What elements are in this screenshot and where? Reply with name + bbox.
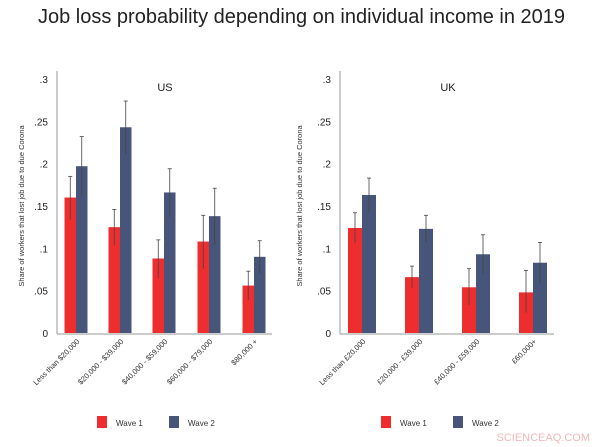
us-bar-wave2 <box>254 256 266 333</box>
uk-bar-wave2 <box>362 194 376 333</box>
us-y-tick-label: .3 <box>40 75 49 86</box>
us-bar-wave2 <box>76 166 88 333</box>
uk-y-tick-label: .15 <box>317 202 331 213</box>
uk-legend-swatch-1 <box>381 416 391 428</box>
us-legend-swatch-1 <box>97 416 107 428</box>
us-legend-label-1: Wave 1 <box>116 419 143 428</box>
uk-legend-label-1: Wave 1 <box>400 419 427 428</box>
us-legend-swatch-2 <box>169 416 179 428</box>
us-y-tick-label: .05 <box>34 287 48 298</box>
uk-legend-swatch-2 <box>453 416 463 428</box>
us-bar-wave1 <box>152 258 164 333</box>
uk-bar-wave1 <box>348 228 362 333</box>
us-x-tick-label: Less than $20,000 <box>31 337 81 387</box>
us-y-tick-label: .2 <box>40 160 49 171</box>
us-y-tick-label: .15 <box>34 202 48 213</box>
us-y-axis-label: Share of workers that lost job due to du… <box>17 125 26 287</box>
uk-bar-wave2 <box>419 228 433 333</box>
us-bar-wave2 <box>209 216 221 333</box>
us-bar-wave1 <box>242 285 254 333</box>
uk-y-tick-label: .1 <box>323 244 332 255</box>
uk-y-tick-label: .2 <box>323 160 332 171</box>
uk-y-tick-label: .3 <box>323 75 332 86</box>
uk-bar-wave2 <box>476 254 490 333</box>
us-bar-wave1 <box>64 197 76 333</box>
chart-title: Job loss probability depending on indivi… <box>38 6 566 28</box>
us-x-tick-label: $60,000 - $79,000 <box>165 337 214 386</box>
uk-x-tick-label: £60,000+ <box>510 337 539 366</box>
us-legend-label-2: Wave 2 <box>188 419 215 428</box>
watermark: SCIENCEAQ.COM <box>496 432 590 444</box>
us-x-tick-label: $20,000 - $39,000 <box>76 337 125 386</box>
uk-bar-wave1 <box>405 277 419 333</box>
us-bar-wave2 <box>164 192 176 333</box>
us-x-tick-label: $80,000 + <box>229 337 260 368</box>
uk-legend-label-2: Wave 2 <box>472 419 499 428</box>
us-y-tick-label: .1 <box>40 244 49 255</box>
uk-y-tick-label: 0 <box>325 329 331 340</box>
uk-bar-wave2 <box>533 262 547 333</box>
uk-x-tick-label: £20,000 - £39,000 <box>375 337 424 386</box>
us-y-tick-label: .25 <box>34 117 48 128</box>
uk-x-tick-label: Less than £20,000 <box>317 337 367 387</box>
us-bar-wave2 <box>120 127 132 333</box>
us-bar-wave1 <box>108 227 120 333</box>
us-x-tick-label: $40,000 - $59,000 <box>120 337 169 386</box>
uk-panel-title: UK <box>440 82 456 94</box>
uk-y-tick-label: .05 <box>317 287 331 298</box>
us-y-tick-label: 0 <box>42 329 48 340</box>
us-bar-wave1 <box>197 241 209 333</box>
uk-y-axis-label: Share of workers that lost job due to du… <box>295 125 304 287</box>
uk-x-tick-label: £40,000 - £59,000 <box>432 337 481 386</box>
uk-bar-wave1 <box>462 287 476 333</box>
uk-y-tick-label: .25 <box>317 117 331 128</box>
us-panel-title: US <box>157 82 172 94</box>
